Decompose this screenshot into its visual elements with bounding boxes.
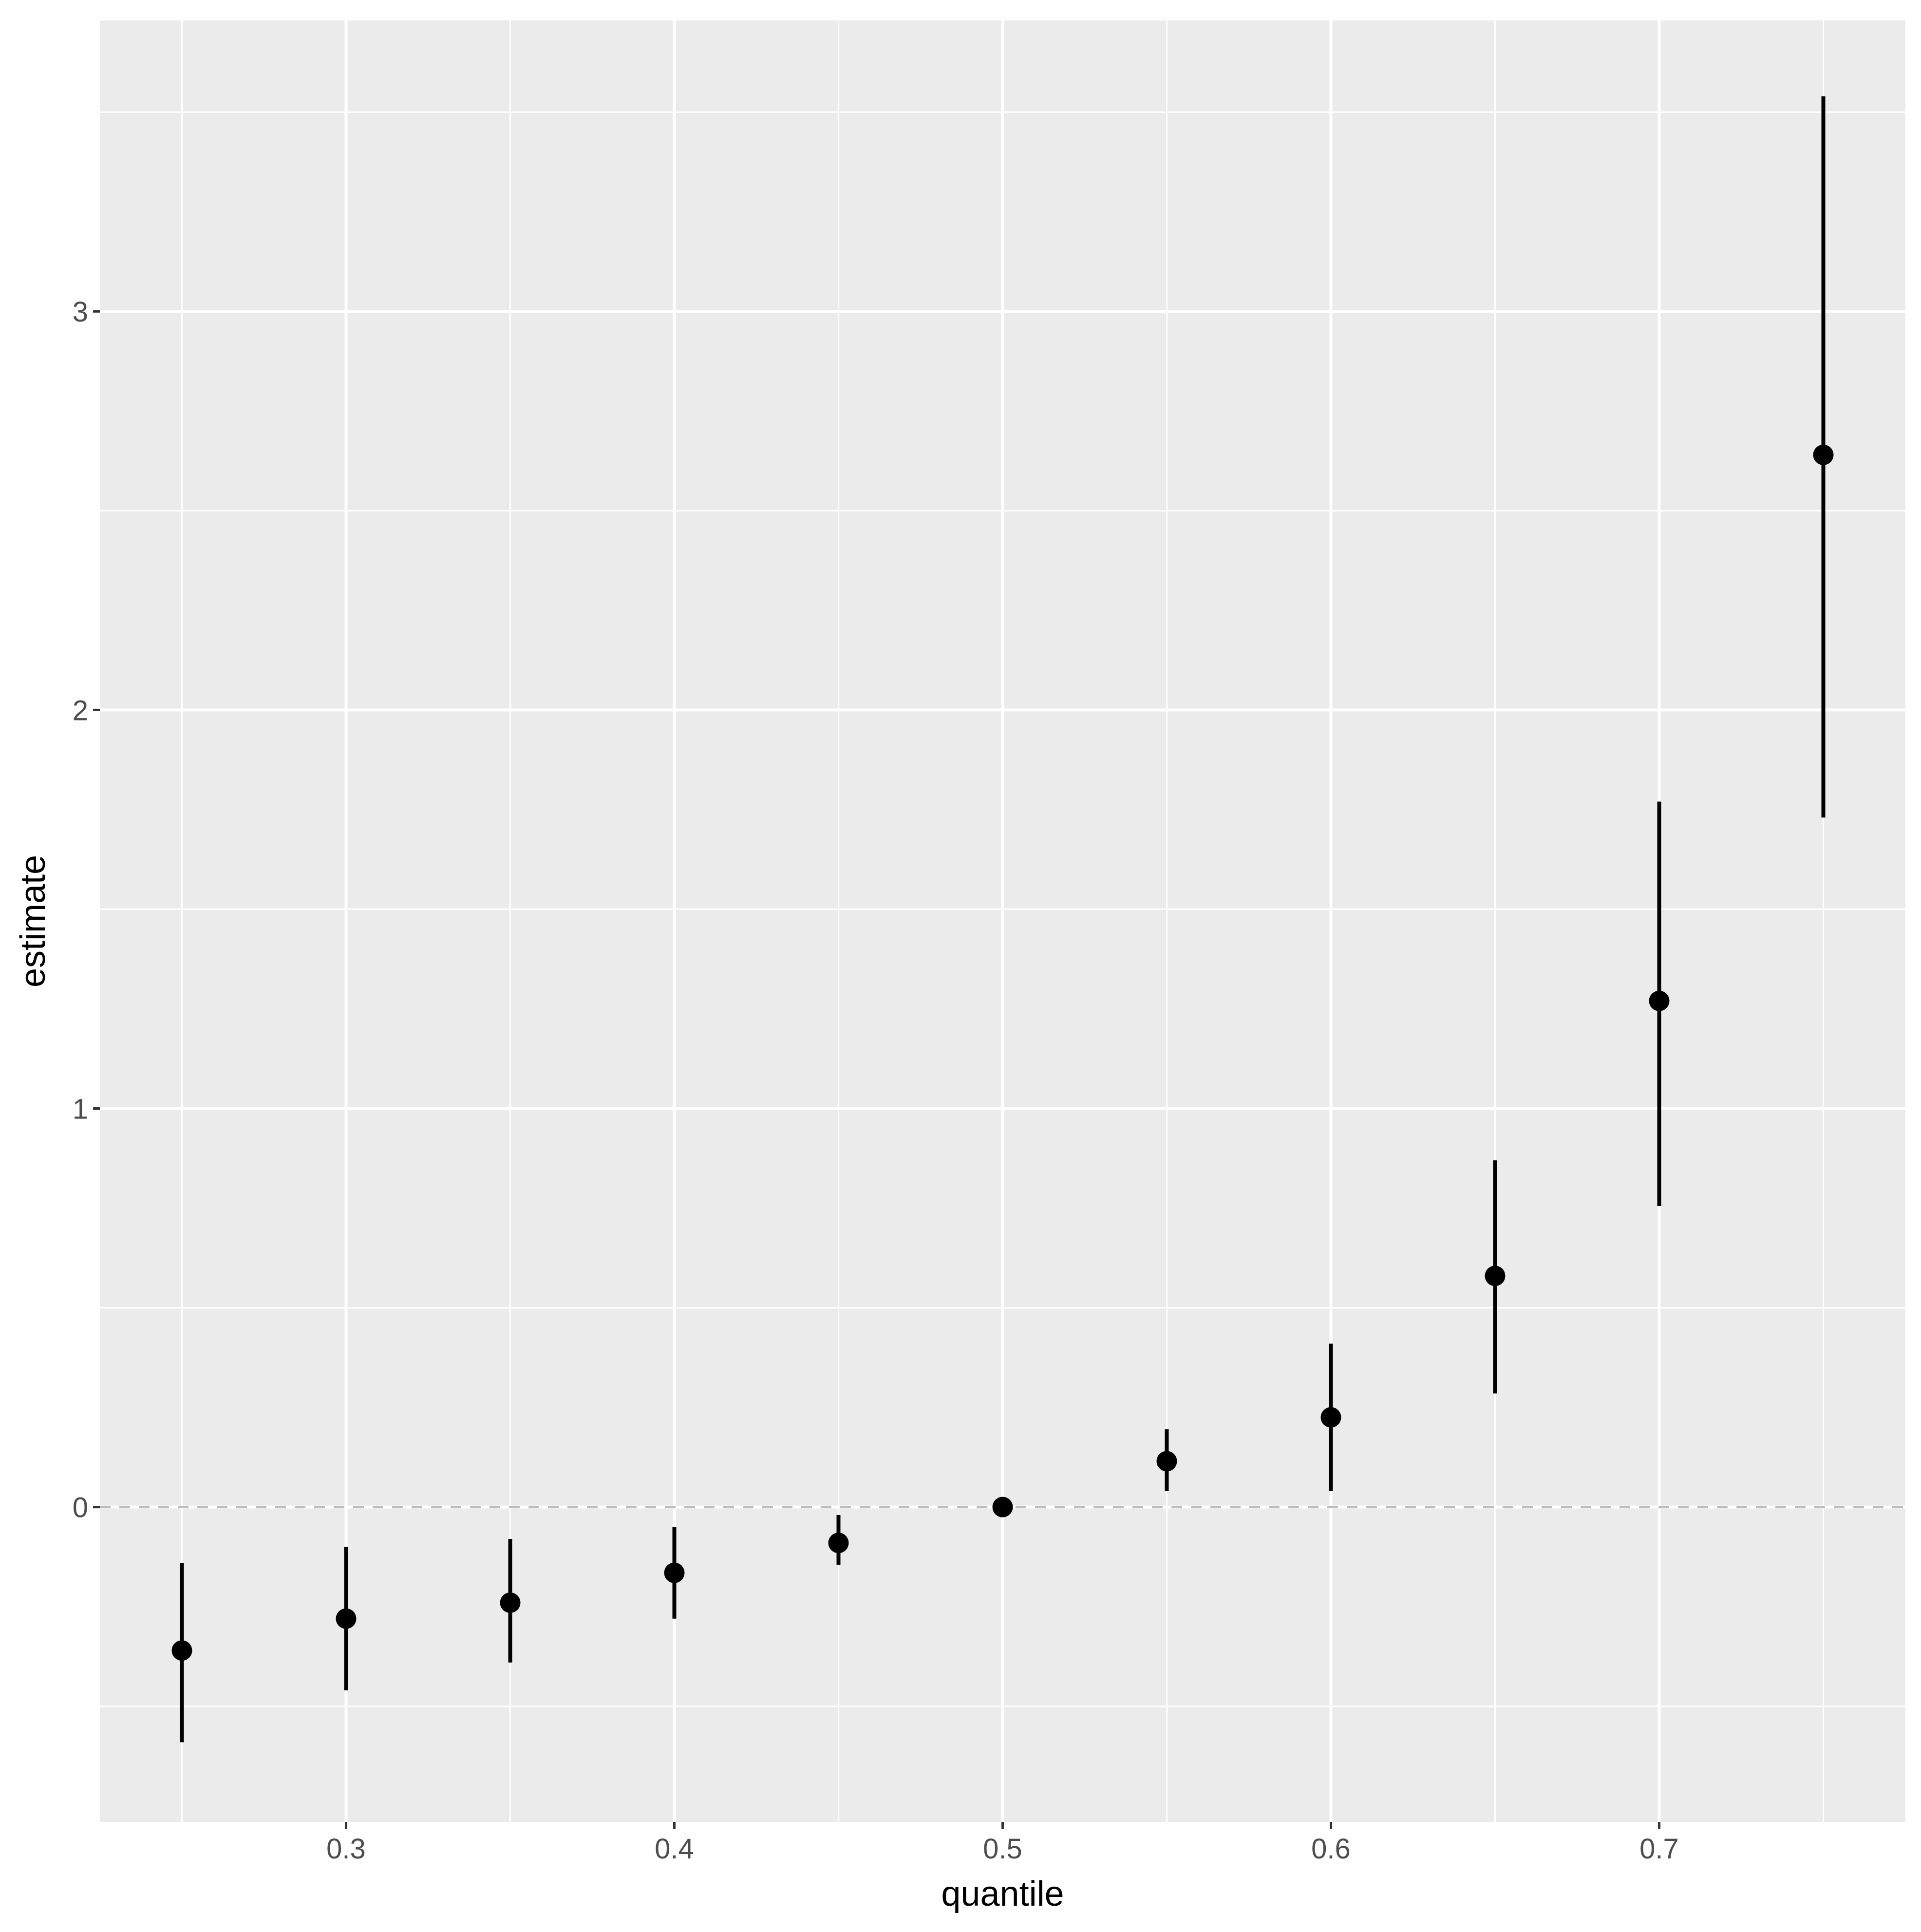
x-axis-title: quantile <box>941 1875 1064 1913</box>
data-points <box>171 444 1834 1661</box>
data-point <box>1485 1266 1506 1287</box>
data-point <box>992 1496 1013 1517</box>
x-tick-label: 0.5 <box>983 1833 1022 1865</box>
x-tick-label: 0.6 <box>1311 1833 1351 1865</box>
y-tick-label: 0 <box>73 1492 88 1524</box>
data-point <box>336 1608 357 1629</box>
y-tick-label: 1 <box>73 1094 88 1125</box>
data-point <box>828 1533 849 1553</box>
data-point <box>1813 444 1834 465</box>
data-point <box>664 1562 685 1583</box>
y-axis-title: estimate <box>14 855 53 987</box>
x-tick-label: 0.4 <box>655 1833 694 1865</box>
y-axis: 0 1 2 3 <box>73 296 100 1524</box>
y-tick-label: 2 <box>73 695 88 726</box>
x-tick-label: 0.3 <box>326 1833 366 1865</box>
grid-major <box>100 20 1905 1822</box>
data-point <box>171 1640 192 1661</box>
x-tick-label: 0.7 <box>1639 1833 1679 1865</box>
y-tick-label: 3 <box>73 296 88 328</box>
data-point <box>1649 990 1670 1011</box>
x-axis: 0.3 0.4 0.5 0.6 0.7 <box>326 1822 1679 1865</box>
data-point <box>1320 1407 1341 1428</box>
data-point <box>1156 1451 1177 1472</box>
data-point <box>500 1592 521 1613</box>
